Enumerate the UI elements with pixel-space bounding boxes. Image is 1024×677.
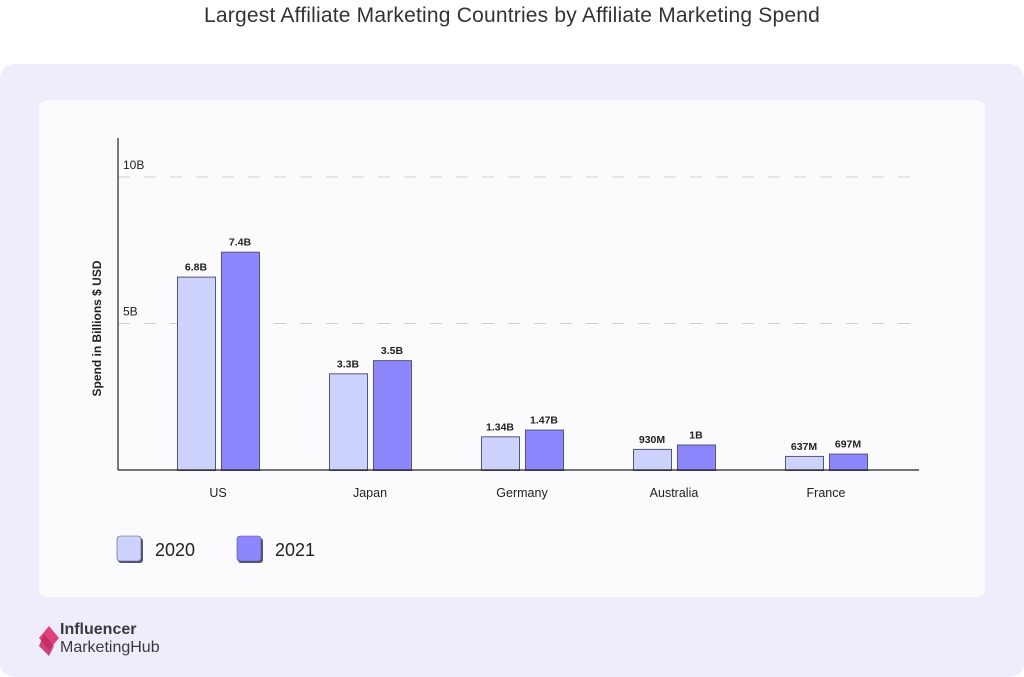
logo-text-hub: Hub (130, 639, 160, 656)
data-label: 1.34B (486, 421, 514, 433)
data-label: 1B (689, 430, 703, 442)
data-label: 930M (639, 434, 666, 446)
legend-swatch-2020 (116, 535, 142, 562)
brand-diamond-icon (39, 626, 59, 656)
bar-2021-us (221, 251, 260, 471)
bar-2020-france (785, 455, 824, 472)
x-tick-label: France (807, 486, 846, 500)
logo-text-influencer: Influencer (60, 621, 137, 638)
data-label: 637M (791, 441, 818, 453)
x-tick-label: Germany (496, 486, 548, 500)
y-tick-label: 10B (123, 158, 144, 172)
data-label: 697M (835, 439, 862, 451)
data-label: 1.47B (530, 415, 558, 427)
bar-2021-germany (525, 429, 564, 472)
influencer-marketing-hub-logo: Influencer MarketingHub (37, 621, 237, 661)
logo-text-marketinghub: MarketingHub (60, 639, 160, 657)
legend-label-2021: 2021 (275, 540, 315, 560)
bar-2021-japan (373, 360, 412, 471)
y-tick-label: 5B (123, 305, 138, 319)
data-label: 3.5B (381, 345, 404, 357)
bar-2020-germany (481, 436, 520, 471)
data-label: 6.8B (185, 262, 208, 274)
data-label: 7.4B (229, 237, 252, 249)
chart-card: 5B 10B Spend in Billions $ USD 6.8B 7.4B US 3.… (39, 100, 985, 597)
chart-title: Largest Affiliate Marketing Countries by… (204, 4, 820, 27)
data-label: 3.3B (337, 358, 360, 370)
bar-2021-australia (677, 444, 716, 472)
legend-swatch-2021 (236, 535, 262, 562)
bar-2021-france (829, 453, 868, 472)
bar-chart: 5B 10B Spend in Billions $ USD 6.8B 7.4B US 3.… (90, 138, 919, 563)
bar-2020-australia (633, 448, 672, 471)
x-tick-label: Australia (650, 486, 699, 500)
legend-label-2020: 2020 (155, 540, 195, 560)
x-tick-label: US (209, 486, 226, 500)
bar-2020-us (177, 276, 216, 471)
logo-text-marketing: Marketing (60, 639, 131, 656)
y-axis-label: Spend in Billions $ USD (90, 260, 104, 396)
bar-2020-japan (329, 373, 368, 471)
x-tick-label: Japan (353, 486, 387, 500)
